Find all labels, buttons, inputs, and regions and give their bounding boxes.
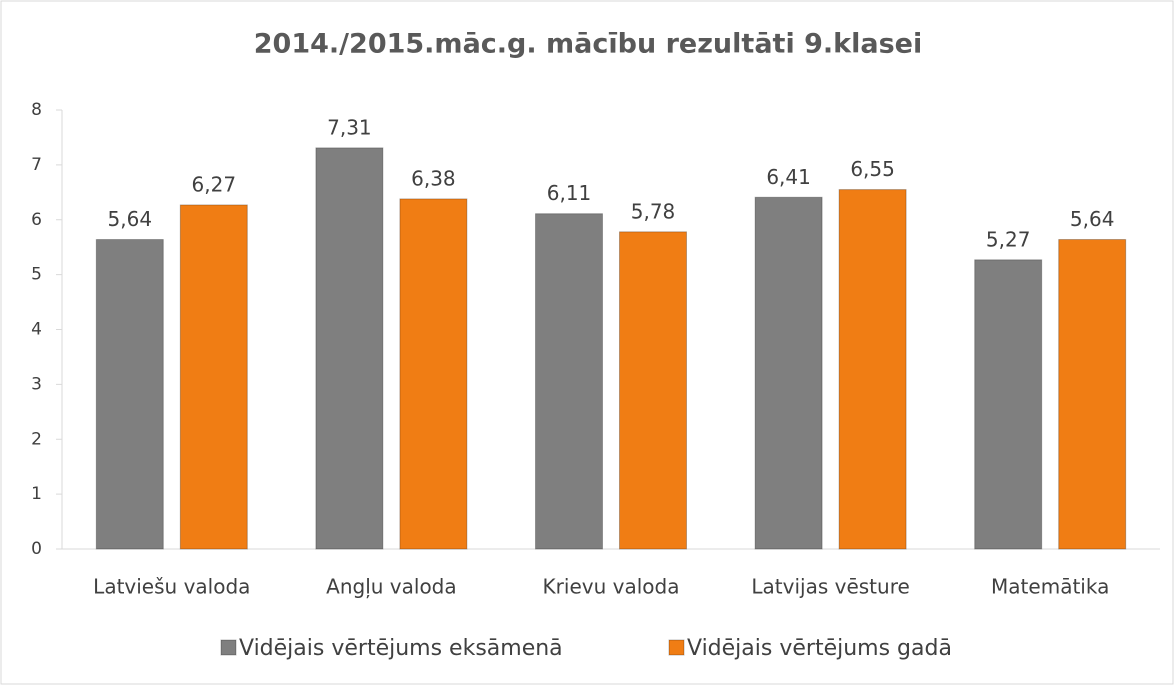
bar [1058, 239, 1127, 550]
bar [974, 259, 1043, 550]
y-tick-label: 3 [31, 374, 42, 394]
value-label: 5,64 [1070, 207, 1115, 231]
chart-title: 2014./2015.māc.g. mācību rezultāti 9.kla… [254, 29, 922, 60]
bar [399, 198, 468, 550]
x-tick-label: Angļu valoda [326, 575, 456, 599]
y-tick-label: 0 [31, 539, 42, 559]
legend-label: Vidējais vērtējums eksāmenā [239, 636, 563, 661]
value-label: 6,55 [850, 157, 895, 181]
legend-swatch [668, 639, 685, 656]
value-label: 6,41 [766, 165, 811, 189]
value-label: 7,31 [327, 115, 372, 139]
y-tick-label: 7 [31, 155, 42, 175]
bar [315, 147, 384, 550]
bar [619, 231, 687, 550]
value-label: 5,64 [108, 207, 153, 231]
y-tick-label: 2 [31, 429, 42, 449]
y-tick-label: 4 [31, 320, 42, 340]
bar [838, 189, 907, 550]
x-tick-label: Krievu valoda [543, 575, 680, 599]
value-label: 6,11 [547, 181, 592, 205]
value-label: 6,38 [411, 166, 456, 190]
x-tick-label: Latviešu valoda [93, 575, 250, 599]
y-tick-label: 1 [31, 484, 42, 504]
bar [179, 204, 248, 550]
x-tick-label: Latvijas vēsture [751, 575, 909, 599]
legend-label: Vidējais vērtējums gadā [687, 636, 952, 661]
y-tick-label: 5 [31, 265, 42, 285]
y-tick-label: 6 [31, 210, 42, 230]
x-tick-label: Matemātika [991, 575, 1109, 599]
value-label: 5,27 [986, 227, 1031, 251]
bar [95, 239, 164, 550]
bar [754, 196, 823, 550]
value-label: 6,27 [192, 172, 237, 196]
bar [535, 213, 603, 550]
y-tick-label: 8 [31, 100, 42, 120]
legend-swatch [220, 639, 237, 656]
value-label: 5,78 [631, 199, 676, 223]
